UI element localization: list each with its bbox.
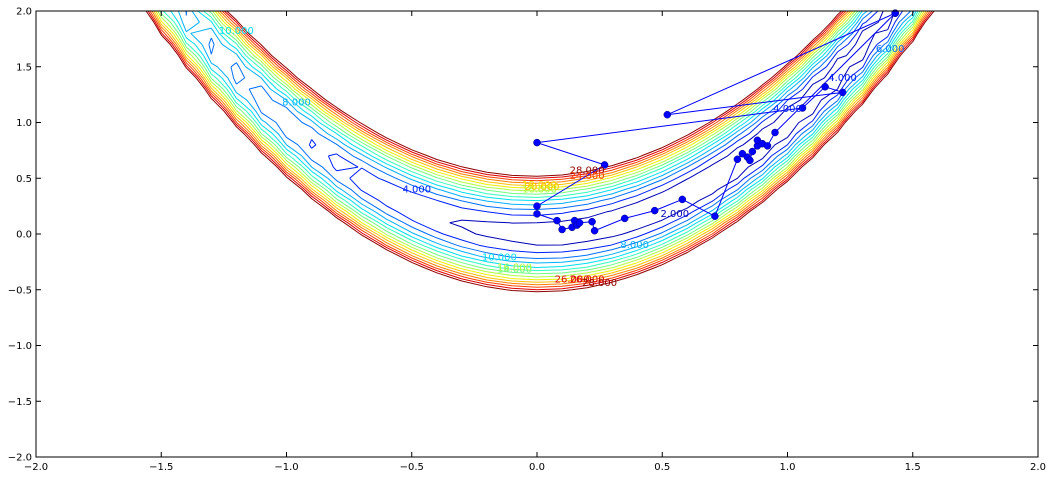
- contour-label: 28.000: [570, 165, 605, 176]
- contour-level-20: [153, 10, 927, 283]
- axis-ticks: −2.0 −1.5 −1.0 −0.5 0.0 0.5 1.0 1.5 2.0 −2.0 −1.5 −…: [8, 7, 1046, 474]
- path-point: [590, 226, 599, 235]
- x-tick-label: 2.0: [1030, 462, 1046, 473]
- contour-level-14: [159, 10, 921, 275]
- contour-label: 24.000: [570, 171, 605, 182]
- path-point: [678, 195, 687, 204]
- contour-labels: 10.000 8.000 4.000 10.000 8.000 2.000 4.000 4.0…: [219, 26, 905, 289]
- path-point: [763, 142, 772, 150]
- path-point: [553, 216, 561, 225]
- x-tick-label: −1.0: [274, 462, 298, 473]
- y-tick-label: 1.5: [16, 62, 32, 73]
- x-tick-label: 1.5: [905, 462, 921, 473]
- y-tick-label: 0.0: [16, 230, 32, 241]
- x-tick-label: −2.0: [24, 462, 48, 473]
- x-tick-label: 0.0: [529, 462, 545, 473]
- path-point: [575, 219, 584, 227]
- contour-label: 16.000: [497, 263, 532, 274]
- contour-level-16: [157, 10, 923, 278]
- contour-level-26: [147, 10, 933, 291]
- path-point: [771, 128, 779, 137]
- contour-label: 14.000: [497, 265, 532, 276]
- contour-level-4: [308, 10, 904, 254]
- contour-level-18: [155, 10, 925, 281]
- contour-label: 20.000: [525, 182, 560, 193]
- contour-label: 16.000: [522, 184, 557, 195]
- contour-label: 8.000: [282, 97, 311, 108]
- contour-lines: [145, 10, 935, 293]
- path-point: [838, 88, 847, 97]
- contour-level-24: [149, 10, 931, 288]
- contour-label: 26.000: [555, 275, 590, 286]
- contour-label: 4.000: [773, 104, 802, 115]
- x-tick-label: 1.0: [780, 462, 796, 473]
- x-tick-label: 0.5: [654, 462, 670, 473]
- contour-label: 26.000: [570, 275, 605, 286]
- y-tick-label: 2.0: [16, 7, 32, 18]
- path-point: [748, 147, 757, 156]
- contour-label: 8.000: [620, 240, 649, 251]
- y-tick-label: 0.5: [16, 174, 32, 185]
- path-point: [588, 217, 596, 226]
- y-tick-label: −1.5: [8, 397, 32, 408]
- path-point: [620, 214, 629, 223]
- contour-label: 6.000: [876, 44, 905, 55]
- contour-level-10: [170, 10, 917, 268]
- contour-level-6: [185, 10, 912, 259]
- path-point: [798, 104, 807, 112]
- contour-label: 2.000: [660, 209, 689, 220]
- x-tick-label: −1.5: [149, 462, 173, 473]
- path-point: [558, 225, 566, 234]
- plot-frame: [35, 10, 1039, 458]
- optimizer-path: [533, 9, 899, 235]
- path-point: [600, 161, 609, 169]
- contour-level-28: [145, 10, 935, 293]
- path-point: [533, 202, 541, 210]
- path-point: [821, 83, 829, 91]
- path-point: [650, 206, 659, 215]
- path-point: [733, 155, 742, 164]
- contour-level-12: [162, 10, 919, 272]
- y-tick-label: −1.0: [8, 341, 32, 352]
- path-point: [663, 110, 672, 119]
- y-tick-label: 1.0: [16, 118, 32, 129]
- path-point: [746, 156, 754, 165]
- path-point: [711, 212, 719, 220]
- y-tick-label: −2.0: [8, 453, 32, 464]
- x-tick-label: −0.5: [400, 462, 424, 473]
- y-tick-label: −0.5: [8, 285, 32, 296]
- contour-level-2: [449, 10, 895, 246]
- contour-label: 4.000: [402, 184, 431, 195]
- path-point: [533, 138, 541, 147]
- contour-level-22: [151, 10, 929, 286]
- contour-label: 10.000: [482, 252, 517, 263]
- path-point: [533, 210, 541, 218]
- contour-label: 18.000: [522, 180, 557, 191]
- contour-label: 10.000: [219, 26, 254, 37]
- contour-label: 4.000: [828, 73, 857, 84]
- contour-label: 28.000: [582, 278, 617, 289]
- contour-level-8: [177, 10, 915, 264]
